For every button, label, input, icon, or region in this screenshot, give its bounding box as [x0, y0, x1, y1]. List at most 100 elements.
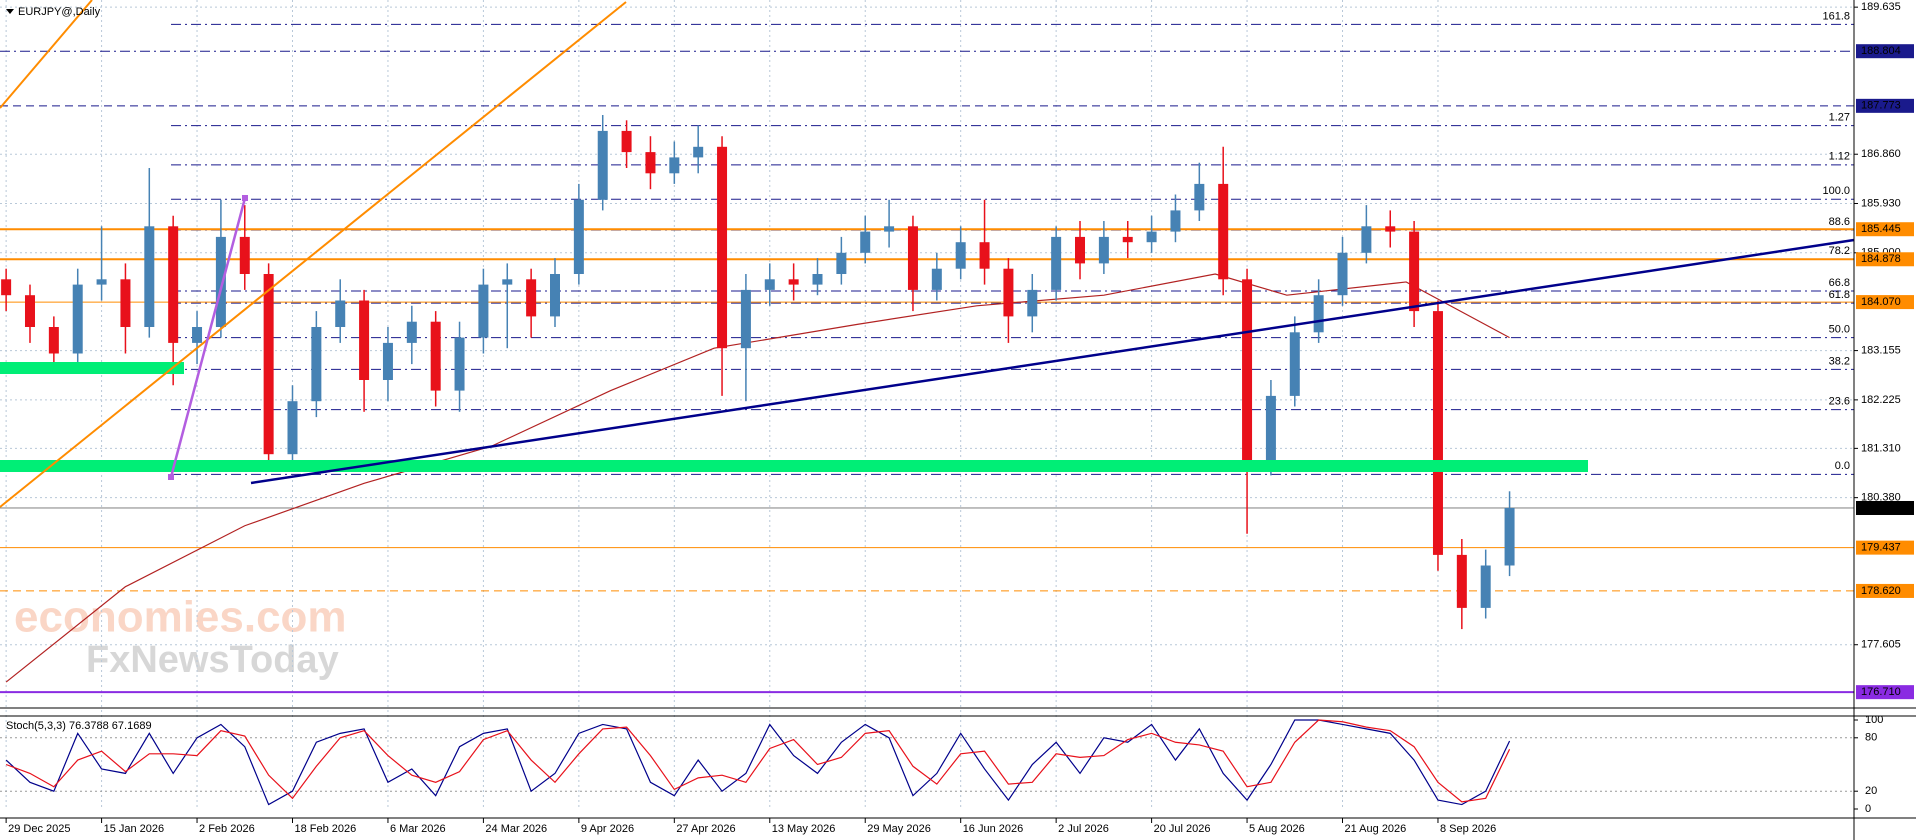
- oscillator-title: Stoch(5,3,3) 76.3788 67.1689: [6, 720, 152, 732]
- candle-body: [717, 146, 728, 349]
- x-tick-label: 5 Aug 2026: [1249, 823, 1305, 835]
- candle-body: [1170, 210, 1181, 232]
- candle-body: [168, 226, 179, 343]
- price-box-label: 185.445: [1861, 223, 1901, 235]
- price-box: [1856, 222, 1914, 237]
- x-tick-label: 16 Jun 2026: [963, 823, 1024, 835]
- x-tick-label: 29 Dec 2025: [8, 823, 70, 835]
- candle-body: [931, 268, 942, 290]
- candle-body: [239, 236, 250, 275]
- candle-body: [1456, 554, 1467, 608]
- fib-label: 88.6: [1829, 216, 1850, 228]
- candle-body: [287, 401, 298, 455]
- fib-anchor-line: [169, 197, 247, 478]
- candle-body: [1409, 231, 1420, 312]
- candle-body: [1075, 236, 1086, 264]
- candle-body: [549, 274, 560, 317]
- candle-body: [955, 242, 966, 269]
- osc-tick-label: 100: [1865, 714, 1883, 726]
- candle-body: [1361, 226, 1372, 253]
- candle-body: [1, 279, 12, 296]
- candle-body: [120, 279, 131, 328]
- price-box-label: 187.773: [1861, 100, 1901, 112]
- candle-body: [1385, 226, 1396, 232]
- candle-body: [621, 130, 632, 153]
- candle-body: [502, 279, 513, 285]
- candle-body: [1480, 565, 1491, 608]
- x-tick-label: 27 Apr 2026: [676, 823, 735, 835]
- menu-triangle[interactable]: [6, 9, 14, 14]
- candle-body: [72, 284, 83, 354]
- trend-line: [250, 238, 1855, 485]
- candle-body: [335, 300, 346, 328]
- price-box: [1856, 295, 1914, 310]
- candle-body: [1146, 231, 1157, 243]
- candle-body: [788, 279, 799, 285]
- x-tick-label: 9 Apr 2026: [581, 823, 634, 835]
- candle-body: [406, 321, 417, 343]
- watermark: FxNewsToday: [86, 639, 339, 681]
- candle-body: [1337, 252, 1348, 296]
- fib-label: 66.8: [1829, 277, 1850, 289]
- candle-body: [1003, 268, 1014, 317]
- x-tick-label: 2 Jul 2026: [1058, 823, 1109, 835]
- candle-body: [48, 327, 59, 354]
- candle-body: [1242, 279, 1253, 465]
- candle-body: [454, 337, 465, 391]
- y-tick-label: 177.605: [1861, 639, 1901, 651]
- candle-body: [1265, 395, 1276, 465]
- candle-body: [1432, 311, 1443, 555]
- candle-body: [311, 327, 322, 402]
- price-box-label: 184.070: [1861, 296, 1901, 308]
- channel-line: [0, 1, 627, 508]
- price-box: [1856, 685, 1914, 700]
- price-box-label: 188.804: [1861, 45, 1901, 57]
- candle-body: [192, 327, 203, 343]
- candle-body: [979, 242, 990, 269]
- candle-body: [836, 252, 847, 275]
- anchor-point: [168, 474, 174, 480]
- candle-body: [884, 226, 895, 232]
- moving-average: [5, 273, 1510, 683]
- osc-tick-label: 0: [1865, 803, 1871, 815]
- fib-label: 78.2: [1829, 245, 1850, 257]
- candle-body: [907, 226, 918, 290]
- y-tick-label: 181.310: [1861, 442, 1901, 454]
- fib-label: 50.0: [1829, 324, 1850, 336]
- symbol-title: EURJPY@,Daily: [18, 6, 101, 18]
- fib-label: 100.0: [1822, 185, 1850, 197]
- x-tick-label: 15 Jan 2026: [104, 823, 165, 835]
- candle-body: [740, 289, 751, 349]
- candle-body: [526, 279, 537, 317]
- candle-body: [645, 152, 656, 174]
- fib-label: 1.12: [1829, 151, 1850, 163]
- price-box-label: 180.185: [1861, 502, 1901, 514]
- candle-body: [430, 321, 441, 391]
- price-box-label: 179.437: [1861, 542, 1901, 554]
- x-tick-label: 29 May 2026: [867, 823, 931, 835]
- x-tick-label: 24 Mar 2026: [485, 823, 547, 835]
- candle-body: [812, 274, 823, 285]
- y-tick-label: 182.225: [1861, 394, 1901, 406]
- x-tick-label: 8 Sep 2026: [1440, 823, 1496, 835]
- candle-body: [1313, 295, 1324, 333]
- fib-label: 161.8: [1822, 10, 1850, 22]
- candle-body: [263, 274, 274, 455]
- candle-body: [1504, 507, 1515, 566]
- price-box: [1856, 500, 1914, 515]
- price-box: [1856, 540, 1914, 555]
- osc-line: [5, 719, 1511, 806]
- candle-body: [96, 279, 107, 285]
- price-box: [1856, 583, 1914, 598]
- x-tick-label: 2 Feb 2026: [199, 823, 255, 835]
- channel-line: [0, 0, 93, 109]
- x-tick-label: 13 May 2026: [772, 823, 836, 835]
- x-tick-label: 6 Mar 2026: [390, 823, 446, 835]
- candle-body: [359, 300, 370, 380]
- y-tick-label: 183.155: [1861, 344, 1901, 356]
- candle-body: [1098, 236, 1109, 264]
